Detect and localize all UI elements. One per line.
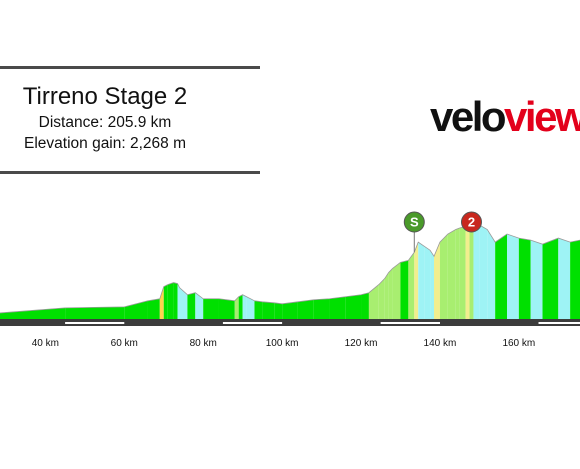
profile-segment [455, 228, 460, 319]
info-bottom-rule [0, 171, 260, 174]
profile-segment [414, 242, 419, 319]
profile-segment [329, 296, 346, 319]
profile-segment [246, 296, 255, 319]
profile-segment [378, 278, 385, 319]
veloviewer-logo: veloview [430, 96, 580, 138]
profile-segment [179, 287, 188, 319]
profile-segment [282, 301, 298, 319]
x-tick-label: 40 km [32, 338, 59, 349]
profile-segment [434, 242, 440, 319]
profile-segment [254, 300, 263, 319]
profile-segment [177, 283, 180, 319]
x-tick-label: 160 km [502, 338, 535, 349]
logo-part-velo: velo [430, 93, 507, 140]
profile-segment [163, 284, 168, 319]
logo-part-view: view [504, 93, 580, 140]
profile-segment [159, 286, 164, 319]
x-tick-label: 100 km [266, 338, 299, 349]
profile-segment [167, 282, 174, 319]
profile-segment [430, 250, 435, 319]
profile-segment [487, 229, 496, 319]
profile-segment [274, 302, 283, 319]
profile-segment [65, 306, 125, 319]
profile-segment [465, 224, 470, 319]
profile-segment [313, 298, 330, 319]
profile-segment [530, 240, 543, 319]
info-top-rule [0, 66, 260, 69]
profile-segment [558, 238, 571, 319]
profile-segment [459, 226, 466, 319]
profile-segment [469, 223, 474, 319]
profile-segment [400, 260, 409, 319]
climb-marker [460, 211, 482, 233]
climb-marker-label: 2 [468, 215, 475, 230]
profile-segment [447, 229, 456, 319]
profile-segment [418, 242, 425, 319]
sprint-marker [403, 211, 425, 233]
profile-segment [518, 238, 531, 319]
profile-segment [570, 240, 580, 319]
profile-segment [368, 284, 379, 319]
profile-segment [262, 301, 275, 319]
profile-segment [542, 238, 559, 319]
stage-title: Tirreno Stage 2 [22, 83, 188, 110]
profile-segment [218, 298, 235, 319]
profile-segment [297, 299, 314, 319]
profile-segment [392, 262, 401, 319]
x-tick-label: 120 km [345, 338, 378, 349]
profile-segment [195, 292, 204, 319]
stage-elevation-gain: Elevation gain: 2,268 m [24, 135, 186, 152]
road-mark [380, 322, 440, 324]
profile-segment [495, 234, 508, 319]
profile-segment [203, 298, 219, 319]
road-mark [65, 322, 125, 324]
profile-segment [187, 292, 196, 319]
profile-segment [0, 307, 66, 319]
profile-segment [408, 252, 415, 319]
profile-segment [507, 234, 519, 319]
x-tick-label: 140 km [424, 338, 457, 349]
profile-segment [173, 282, 178, 319]
stage-info-box: Tirreno Stage 2 Distance: 205.9 km Eleva… [0, 66, 260, 174]
profile-segment [147, 298, 160, 319]
profile-segment [361, 292, 369, 319]
profile-segment [238, 294, 243, 319]
profile-segment [479, 225, 488, 319]
profile-segment [424, 246, 431, 319]
profile-segment [439, 234, 448, 319]
road-mark [538, 322, 580, 324]
profile-segment [242, 294, 247, 319]
sprint-marker-label: S [410, 215, 419, 230]
profile-segment [473, 223, 480, 319]
stage-distance: Distance: 205.9 km [38, 114, 172, 131]
x-tick-label: 60 km [111, 338, 138, 349]
road-band [0, 319, 580, 326]
profile-segment [124, 300, 148, 319]
road-mark [222, 322, 283, 324]
profile-segment [384, 272, 389, 319]
profile-segment [234, 296, 239, 319]
x-tick-label: 80 km [190, 338, 217, 349]
profile-segment [345, 294, 362, 319]
profile-segment [388, 268, 393, 319]
